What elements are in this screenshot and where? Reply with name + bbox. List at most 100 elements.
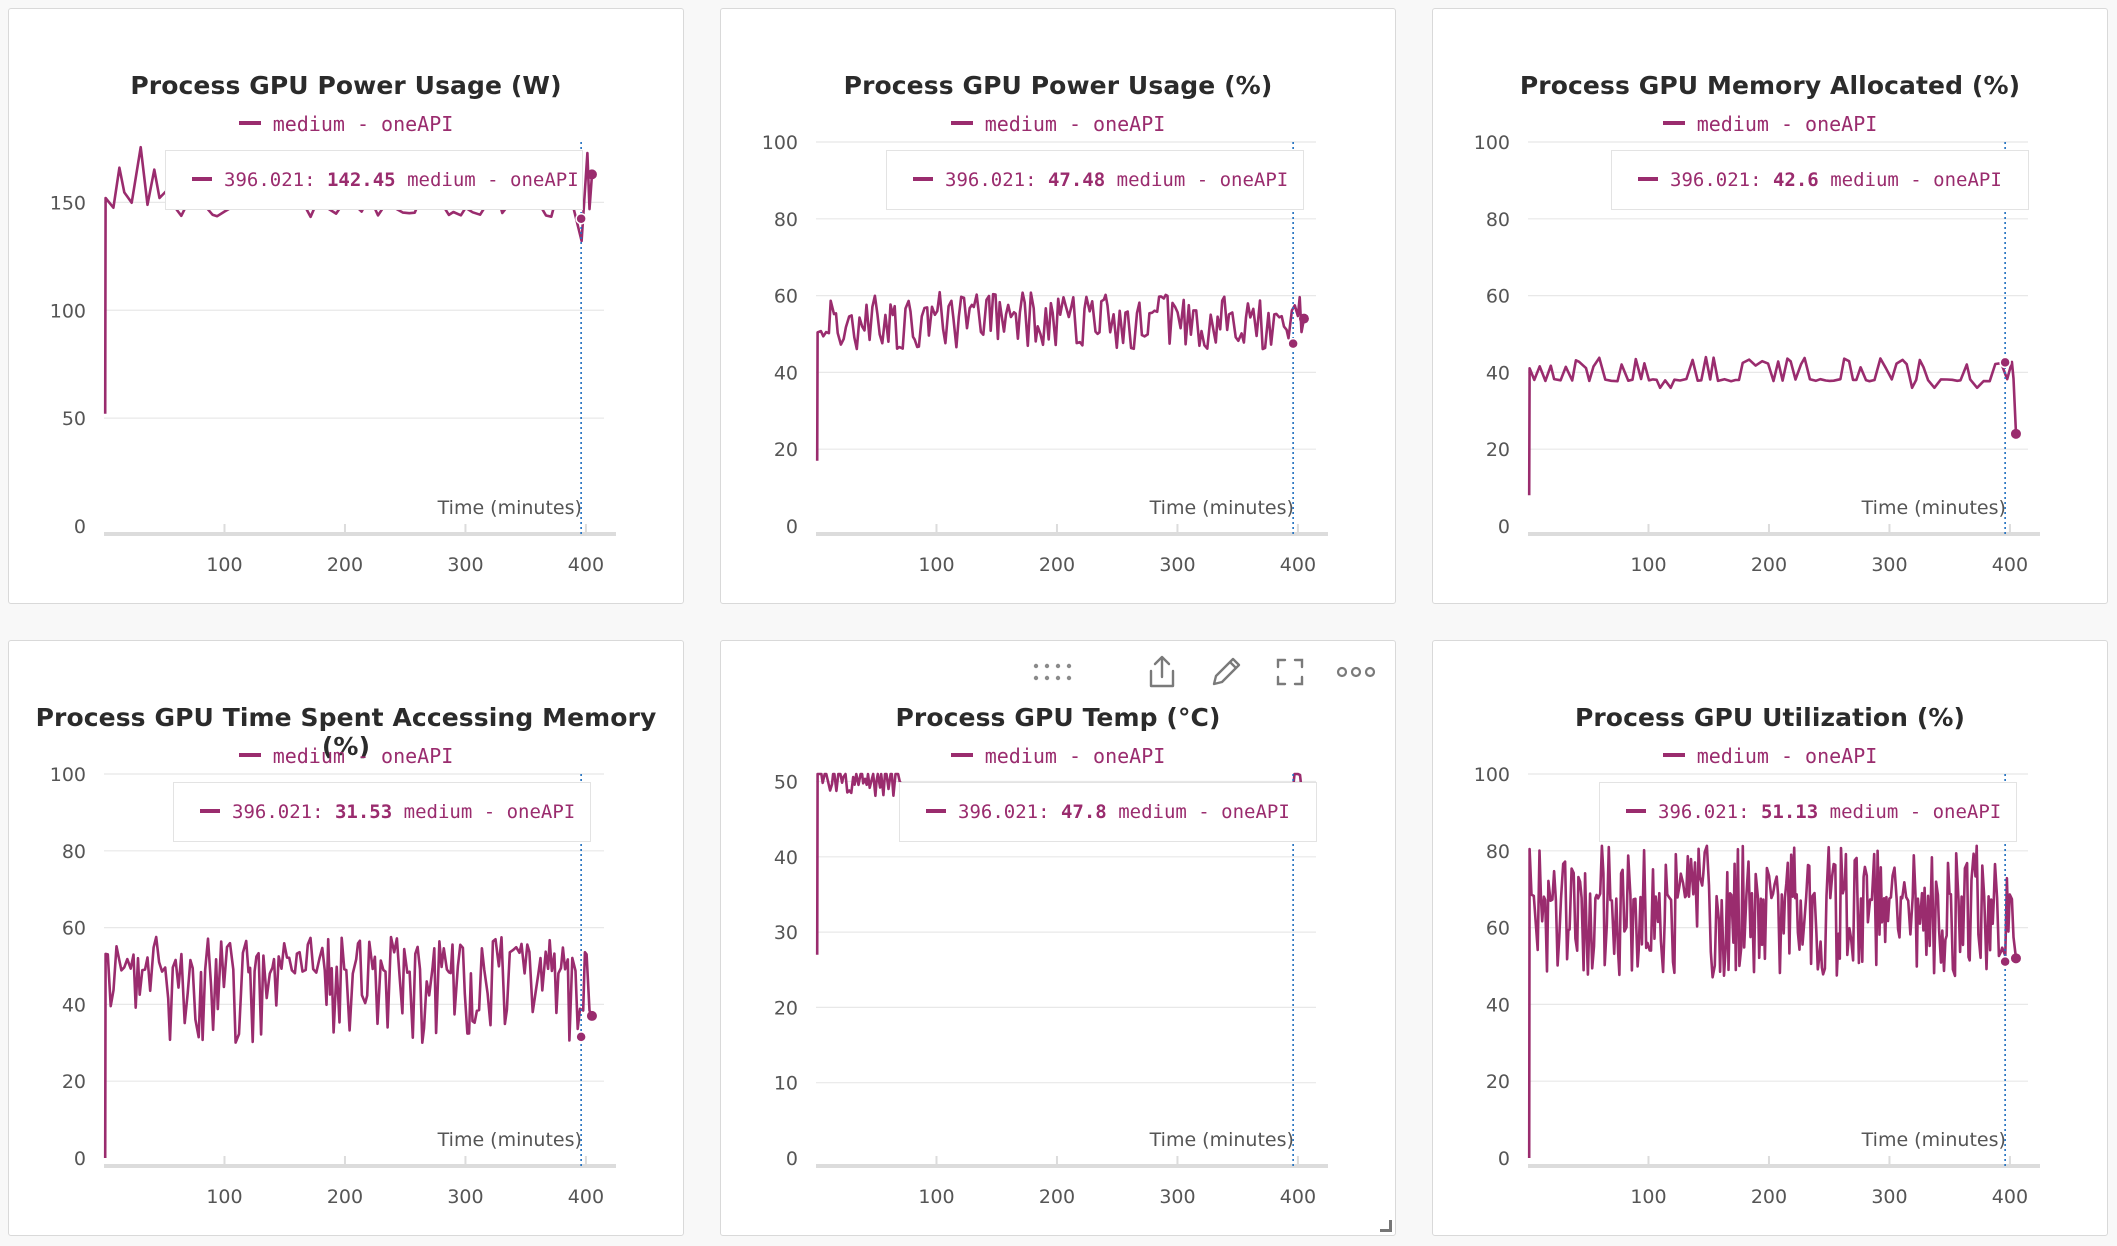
y-tick-label: 100 <box>50 764 86 786</box>
chart-legend[interactable]: medium - oneAPI <box>1433 744 2107 768</box>
tooltip-series: medium - oneAPI <box>407 169 579 191</box>
tooltip-x: 396.021: <box>945 169 1037 191</box>
chart-panel-power-pct[interactable]: 0 20 40 60 80 100 100 200 300 400 Time (minutes) P… <box>720 8 1396 604</box>
tooltip-swatch <box>200 808 220 813</box>
chart-panel-temp[interactable]: 0 10 20 30 40 50 100 200 300 400 Time (minutes) Pr… <box>720 640 1396 1236</box>
chart-panel-power-w[interactable]: 0 50 100 150 100 200 300 400 Time (minutes) Proc… <box>8 8 684 604</box>
x-tick-label: 200 <box>327 1186 363 1208</box>
panel-toolbar <box>1030 652 1380 692</box>
y-tick-label: 50 <box>774 772 798 794</box>
x-axis-label: Time (minutes) <box>1149 497 1294 519</box>
y-tick-label: 100 <box>50 300 86 322</box>
x-tick-label: 400 <box>568 1186 604 1208</box>
y-tick-label: 150 <box>50 192 86 214</box>
x-tick-label: 100 <box>918 1186 954 1208</box>
tooltip-series: medium - oneAPI <box>1829 801 2002 823</box>
chart-legend[interactable]: medium - oneAPI <box>1433 112 2107 136</box>
legend-swatch <box>1662 120 1685 125</box>
x-tick-label: 400 <box>1280 554 1316 576</box>
x-tick-label: 300 <box>447 1186 483 1208</box>
hover-point <box>1999 356 2011 369</box>
x-axis-label: Time (minutes) <box>437 497 582 519</box>
chart-title: Process GPU Time Spent Accessing Memory … <box>35 703 657 761</box>
legend-label: medium - oneAPI <box>984 112 1166 136</box>
y-tick-label: 100 <box>1474 132 1510 154</box>
tooltip-x: 396.021: <box>1658 801 1750 823</box>
legend-swatch <box>1662 752 1685 757</box>
series-line <box>1527 844 2018 1159</box>
y-tick-label: 40 <box>774 847 798 869</box>
chart-legend[interactable]: medium - oneAPI <box>9 112 683 136</box>
x-tick-label: 300 <box>1159 1186 1195 1208</box>
chart-title: Process GPU Power Usage (%) <box>843 71 1273 100</box>
x-tick-label: 400 <box>1280 1186 1316 1208</box>
y-tick-label: 10 <box>774 1073 798 1095</box>
x-tick-label: 200 <box>1751 1186 1787 1208</box>
chart-svg[interactable]: 0 50 100 150 100 200 300 400 Time (minutes) <box>9 9 684 604</box>
x-tick-label: 100 <box>1630 554 1666 576</box>
chart-legend[interactable]: medium - oneAPI <box>721 744 1395 768</box>
tooltip-swatch <box>926 808 946 813</box>
x-tick-label: 100 <box>1630 1186 1666 1208</box>
x-tick-label: 300 <box>1159 554 1195 576</box>
x-tick-label: 300 <box>1871 1186 1907 1208</box>
tooltip-value: 47.8 <box>1060 801 1107 823</box>
share-icon[interactable] <box>1142 652 1182 692</box>
series-line <box>815 290 1306 461</box>
tooltip-series: medium - oneAPI <box>1118 801 1290 823</box>
x-axis-label: Time (minutes) <box>1861 1129 2006 1151</box>
tooltip-swatch <box>913 176 933 181</box>
tooltip-x: 396.021: <box>232 801 324 823</box>
y-tick-label: 60 <box>1486 918 1510 940</box>
pencil-icon[interactable] <box>1206 652 1246 692</box>
y-tick-label: 0 <box>1498 1148 1510 1170</box>
pencil-glyph <box>1212 657 1241 686</box>
y-tick-label: 20 <box>774 439 798 461</box>
tooltip-value: 51.13 <box>1760 801 1819 823</box>
hover-tooltip: 396.021: 31.53 medium - oneAPI <box>173 782 591 842</box>
y-tick-label: 40 <box>1486 362 1510 384</box>
tooltip-value: 142.45 <box>326 169 396 191</box>
end-point <box>1298 313 1309 324</box>
more-glyph <box>1336 666 1376 678</box>
x-tick-label: 400 <box>568 554 604 576</box>
y-tick-label: 30 <box>774 922 798 944</box>
end-point <box>586 169 597 180</box>
chart-svg[interactable]: 0 20 40 60 80 100 100 200 300 400 Time (minutes) <box>1433 641 2108 1236</box>
y-tick-label: 0 <box>1498 516 1510 538</box>
legend-label: medium - oneAPI <box>1696 112 1878 136</box>
x-tick-label: 200 <box>1039 1186 1075 1208</box>
tooltip-series: medium - oneAPI <box>1116 169 1289 191</box>
legend-swatch <box>950 752 973 757</box>
y-tick-label: 0 <box>74 516 86 538</box>
y-tick-label: 60 <box>1486 286 1510 308</box>
chart-svg[interactable]: 0 20 40 60 80 100 100 200 300 400 Time (minutes) <box>721 9 1396 604</box>
fullscreen-icon[interactable] <box>1270 652 1310 692</box>
y-tick-label: 100 <box>1474 764 1510 786</box>
chart-panel-memory-allocated[interactable]: 0 20 40 60 80 100 100 200 300 400 Time (minutes) P… <box>1432 8 2108 604</box>
hover-tooltip: 396.021: 51.13 medium - oneAPI <box>1599 782 2017 842</box>
legend-label: medium - oneAPI <box>984 744 1166 768</box>
legend-swatch <box>950 120 973 125</box>
more-icon[interactable] <box>1332 652 1380 692</box>
chart-panel-memory-access[interactable]: 0 20 40 60 80 100 100 200 300 400 Time (minutes) P… <box>8 640 684 1236</box>
chart-panel-utilization[interactable]: 0 20 40 60 80 100 100 200 300 400 Time (minutes) P… <box>1432 640 2108 1236</box>
y-tick-label: 0 <box>786 516 798 538</box>
y-tick-label: 50 <box>62 408 86 430</box>
y-tick-label: 0 <box>74 1148 86 1170</box>
x-tick-label: 400 <box>1992 1186 2028 1208</box>
chart-legend[interactable]: medium - oneAPI <box>721 112 1395 136</box>
y-tick-label: 40 <box>62 994 86 1016</box>
x-tick-label: 100 <box>206 1186 242 1208</box>
tooltip-value: 47.48 <box>1047 169 1106 191</box>
resize-handle-icon[interactable] <box>1380 1220 1392 1232</box>
chart-svg[interactable]: 0 20 40 60 80 100 100 200 300 400 Time (minutes) <box>1433 9 2108 604</box>
x-tick-label: 300 <box>447 554 483 576</box>
drag-handle-icon[interactable] <box>1030 652 1080 692</box>
y-tick-label: 80 <box>1486 209 1510 231</box>
hover-point <box>575 212 587 225</box>
tooltip-series: medium - oneAPI <box>403 801 576 823</box>
chart-legend[interactable]: medium - oneAPI <box>9 744 683 768</box>
tooltip-swatch <box>192 176 212 181</box>
y-tick-label: 60 <box>62 918 86 940</box>
